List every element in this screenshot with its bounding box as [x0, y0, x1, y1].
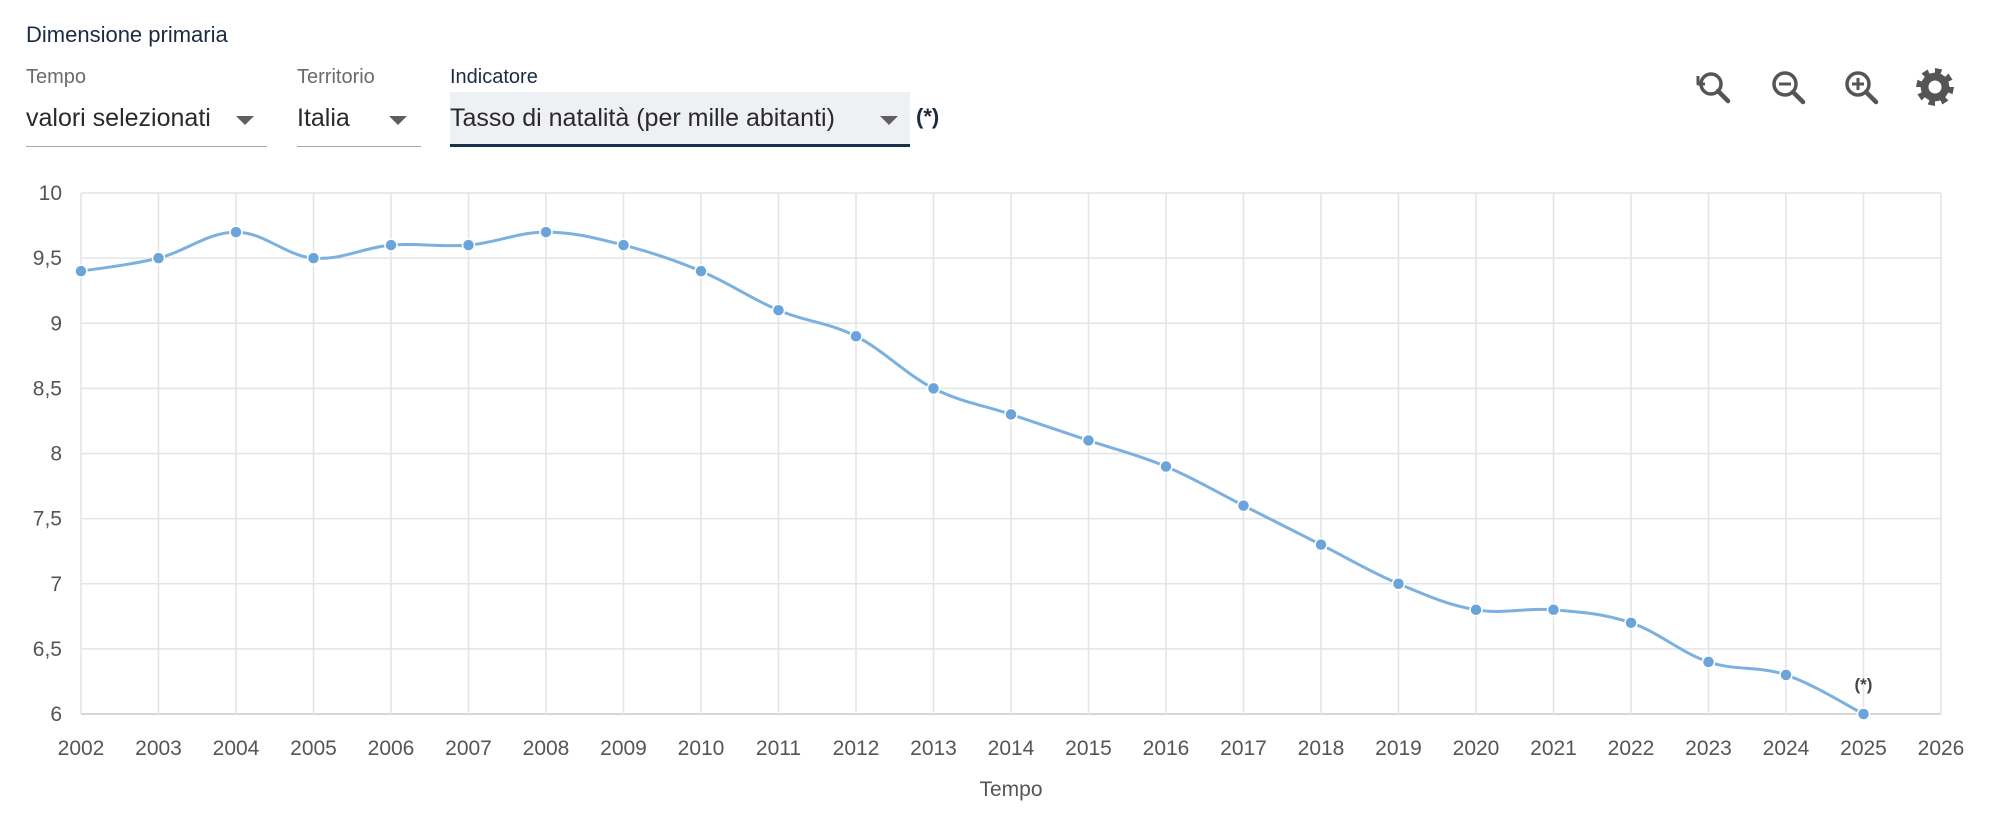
data-point[interactable]: [1856, 707, 1871, 721]
y-tick-label: 9,5: [33, 247, 62, 270]
data-point[interactable]: [461, 238, 476, 252]
chevron-down-icon[interactable]: [389, 116, 407, 125]
data-point[interactable]: [1314, 537, 1328, 552]
gear-icon[interactable]: [1912, 64, 1958, 110]
data-point[interactable]: [74, 264, 88, 278]
data-point[interactable]: [616, 238, 631, 252]
y-tick-label: 10: [39, 182, 62, 205]
data-point[interactable]: [926, 381, 941, 396]
y-tick-label: 8: [50, 443, 62, 466]
indicatore-select-background: [450, 92, 910, 144]
indicatore-label: Indicatore: [450, 66, 538, 88]
territorio-value[interactable]: Italia: [297, 104, 350, 132]
x-tick-label: 2002: [58, 737, 105, 760]
data-point[interactable]: [1624, 616, 1638, 630]
x-tick-label: 2019: [1375, 737, 1422, 760]
data-point[interactable]: [1779, 668, 1793, 682]
data-point[interactable]: [1159, 459, 1173, 474]
y-axis-ticks: 6 6,5 7 7,5 8 8,5 9 9,5 10: [33, 182, 62, 726]
x-axis-title: Tempo: [979, 778, 1042, 801]
data-point[interactable]: [1236, 498, 1251, 513]
indicatore-underline: [450, 144, 910, 147]
x-tick-label: 2024: [1763, 737, 1810, 760]
x-tick-label: 2022: [1608, 737, 1655, 760]
territorio-label: Territorio: [297, 66, 375, 88]
x-tick-label: 2009: [600, 737, 647, 760]
tempo-label: Tempo: [26, 66, 87, 88]
x-tick-label: 2005: [290, 737, 337, 760]
zoom-reset-icon[interactable]: [1690, 64, 1736, 110]
chevron-down-icon[interactable]: [880, 116, 898, 125]
zoom-in-icon[interactable]: [1838, 64, 1884, 110]
indicatore-select[interactable]: Indicatore Tasso di natalità (per mille …: [450, 62, 910, 147]
x-tick-label: 2018: [1298, 737, 1345, 760]
data-point[interactable]: [1004, 407, 1018, 422]
data-point[interactable]: [1081, 433, 1096, 448]
primary-dimension-label: Dimensione primaria: [26, 22, 228, 47]
indicator-note-marker: (*): [916, 104, 940, 129]
point-annotation: (*): [1855, 675, 1873, 694]
x-tick-label: 2013: [910, 737, 957, 760]
x-tick-label: 2023: [1685, 737, 1732, 760]
data-point[interactable]: [694, 264, 708, 278]
chart-grid: [80, 192, 1942, 715]
x-tick-label: 2006: [368, 737, 415, 760]
series-points: [74, 225, 1871, 721]
x-axis-ticks: 2002 2003 2004 2005 2006 2007 2008 2009 2010 2011…: [58, 737, 1965, 760]
indicatore-value[interactable]: Tasso di natalità (per mille abitanti): [450, 104, 835, 132]
y-tick-label: 8,5: [33, 377, 62, 400]
x-tick-label: 2007: [445, 737, 492, 760]
x-tick-label: 2004: [213, 737, 260, 760]
data-point[interactable]: [771, 303, 786, 317]
data-point[interactable]: [1469, 603, 1483, 617]
tempo-value[interactable]: valori selezionati: [26, 104, 211, 132]
x-tick-label: 2008: [523, 737, 570, 760]
y-tick-label: 7,5: [33, 508, 62, 531]
chart-annotations: (*): [1855, 675, 1873, 694]
data-point[interactable]: [229, 225, 243, 239]
data-point[interactable]: [849, 329, 863, 344]
chevron-down-icon[interactable]: [236, 116, 254, 125]
x-tick-label: 2011: [756, 737, 801, 760]
data-point[interactable]: [1701, 655, 1716, 669]
x-tick-label: 2026: [1918, 737, 1965, 760]
x-tick-label: 2012: [833, 737, 880, 760]
y-tick-label: 6: [50, 703, 62, 726]
y-tick-label: 6,5: [33, 638, 62, 661]
x-tick-label: 2025: [1840, 737, 1887, 760]
data-point[interactable]: [539, 225, 553, 239]
data-point[interactable]: [384, 238, 398, 252]
x-tick-label: 2020: [1453, 737, 1500, 760]
y-tick-label: 7: [50, 573, 62, 596]
x-tick-label: 2017: [1220, 737, 1267, 760]
data-point[interactable]: [151, 251, 166, 265]
x-tick-label: 2016: [1143, 737, 1190, 760]
x-tick-label: 2003: [135, 737, 182, 760]
x-tick-label: 2021: [1530, 737, 1577, 760]
data-point[interactable]: [1391, 577, 1406, 591]
y-tick-label: 9: [50, 312, 62, 335]
x-tick-label: 2010: [678, 737, 725, 760]
territorio-underline: [297, 146, 421, 147]
zoom-out-icon[interactable]: [1765, 64, 1811, 110]
x-tick-label: 2015: [1065, 737, 1112, 760]
data-point[interactable]: [306, 251, 321, 265]
tempo-select[interactable]: Tempo valori selezionati: [26, 62, 267, 147]
tempo-underline: [26, 146, 267, 147]
x-tick-label: 2014: [988, 737, 1035, 760]
data-point[interactable]: [1546, 603, 1561, 617]
series-line: [80, 230, 1865, 716]
territorio-select[interactable]: Territorio Italia: [297, 62, 421, 147]
